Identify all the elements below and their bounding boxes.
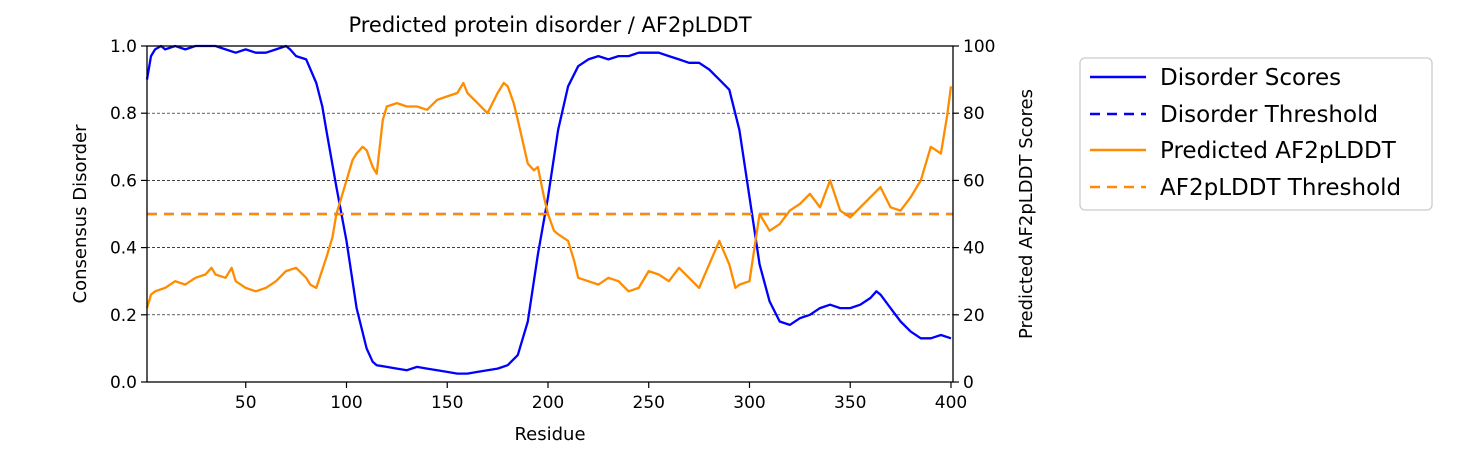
legend: Disorder Scores Disorder Threshold Predi… [1079, 57, 1433, 211]
series-line-disorder-scores [145, 44, 952, 375]
y-left-tick-label: 0.4 [110, 239, 137, 259]
y-right-tick-label: 100 [963, 37, 995, 57]
legend-label-disorder-scores: Disorder Scores [1160, 65, 1341, 91]
y-axis-left-label: Consensus Disorder [70, 124, 91, 304]
y-axis-right-label: Predicted AF2pLDDT Scores [1016, 89, 1037, 339]
x-tick-label: 350 [834, 393, 866, 413]
y-right-tick-label: 20 [963, 306, 985, 326]
y-axis-left: 0.0 0.2 0.4 0.6 0.8 1.0 [110, 37, 147, 393]
x-tick-label: 50 [235, 393, 257, 413]
y-left-tick-label: 0.8 [110, 104, 137, 124]
y-right-tick-label: 0 [963, 373, 974, 393]
x-tick-label: 250 [633, 393, 665, 413]
x-tick-label: 200 [532, 393, 564, 413]
legend-label-predicted-af2plddt: Predicted AF2pLDDT [1160, 138, 1397, 164]
y-right-tick-label: 80 [963, 104, 985, 124]
legend-label-af2plddt-threshold: AF2pLDDT Threshold [1160, 175, 1401, 201]
x-tick-label: 400 [935, 393, 967, 413]
plot-frame [146, 45, 954, 383]
x-axis: 50 100 150 200 250 300 350 400 [235, 382, 967, 413]
y-right-tick-label: 60 [963, 171, 985, 191]
y-right-tick-label: 40 [963, 239, 985, 259]
y-left-tick-label: 0.2 [110, 306, 137, 326]
y-left-tick-label: 1.0 [110, 37, 137, 57]
plot-series [145, 44, 953, 375]
x-axis-label: Residue [514, 424, 585, 445]
y-left-tick-label: 0.6 [110, 171, 137, 191]
chart-title: Predicted protein disorder / AF2pLDDT [348, 13, 751, 37]
series-line-predicted-af2plddt [145, 81, 953, 309]
legend-label-disorder-threshold: Disorder Threshold [1160, 102, 1378, 128]
x-tick-label: 300 [733, 393, 765, 413]
x-tick-label: 150 [431, 393, 463, 413]
y-axis-right: 0 20 40 60 80 100 [953, 37, 995, 393]
legend-box [1079, 57, 1433, 211]
y-left-tick-label: 0.0 [110, 373, 137, 393]
x-tick-label: 100 [330, 393, 362, 413]
